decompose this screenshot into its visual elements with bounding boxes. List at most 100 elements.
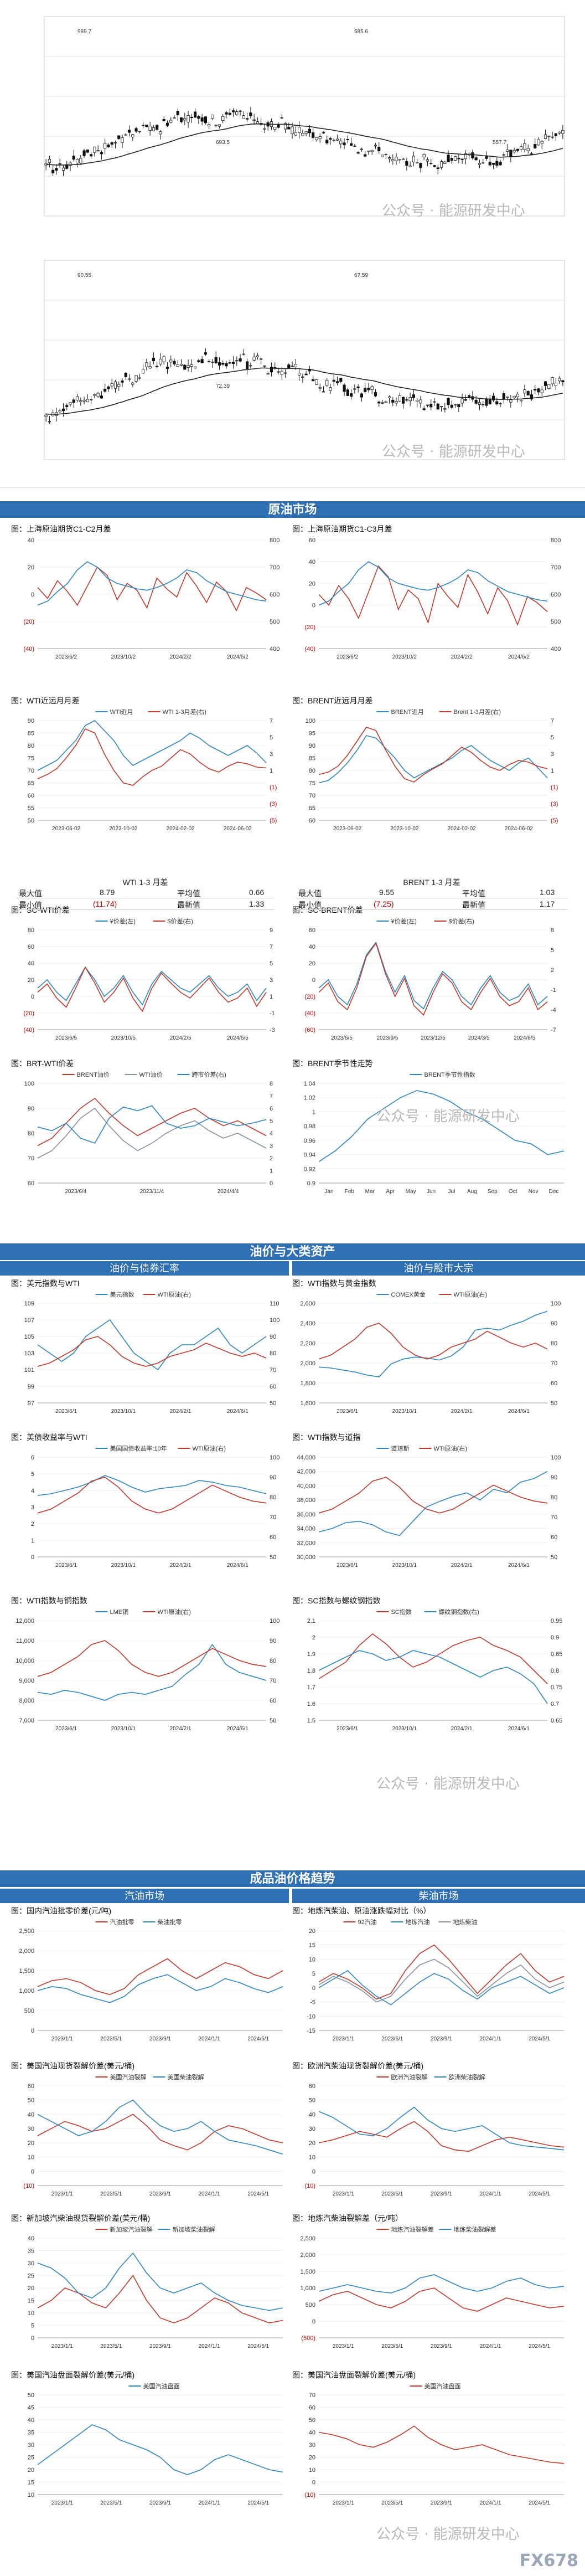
candle-body [488, 399, 491, 405]
y-tick-label: 60 [28, 944, 34, 950]
stat-label: 平均值 [177, 889, 200, 898]
series-line [318, 2274, 565, 2294]
series-line [37, 1958, 283, 1996]
x-tick-label: 2023/6/1 [55, 1562, 77, 1569]
y-right-tick-label: 5 [270, 960, 273, 967]
y-tick-label: -5 [310, 1999, 315, 2006]
section-title-assets: 油价与大类资产 [0, 1243, 585, 1260]
y-tick-label: (10) [304, 2492, 315, 2498]
candle-body [156, 366, 159, 368]
chart-panel-us_gasoline_crack: 图：美国汽油现货裂解价差(美元/桶) 美国汽油裂解 美国柴油裂解 60 50 40 30 20… [11, 2060, 291, 2204]
series-line [37, 561, 267, 606]
candle-body [381, 155, 384, 157]
candle-body [246, 361, 249, 369]
candle-body [197, 360, 200, 362]
candle-body [398, 395, 401, 402]
candle-body [360, 148, 363, 150]
y-tick-label: 1.7 [307, 1684, 315, 1691]
y-tick-label: (20) [23, 619, 34, 625]
candle-body [225, 363, 228, 367]
price-label: 72.39 [216, 383, 230, 389]
chart-title: 图：美国汽油盘面裂解价差(美元/桶) [11, 2371, 135, 2379]
legend-entry: 柴油批零 [158, 1918, 182, 1926]
y-tick-label: 9,000 [19, 1678, 34, 1684]
line-chart-svg: LME铜 WTI原油(右) 12,000 11,000 10,000 9,000 8,000… [15, 1608, 279, 1732]
y-tick-label: 0 [31, 2028, 34, 2034]
y-tick-label: 75 [28, 755, 34, 762]
candle-body [72, 399, 75, 403]
candle-body [138, 131, 141, 132]
candle-body [225, 112, 228, 115]
candle-body [256, 355, 259, 357]
x-tick-label: 2023/1/1 [333, 2500, 354, 2506]
y-tick-label: 60 [309, 817, 315, 824]
candle-body [280, 117, 283, 119]
chart-title: 图：BRENT近远月月差 [292, 696, 373, 705]
y-right-tick-label: 50 [270, 1400, 276, 1407]
table-row: 最小值 (7.25) 最新值 1.17 [296, 898, 567, 910]
y-tick-label: 0 [31, 1554, 34, 1561]
candle-body [287, 127, 291, 130]
y-right-tick-label: 70 [270, 1367, 276, 1374]
candle-body [308, 128, 311, 133]
y-tick-label: 2,200 [300, 1340, 315, 1347]
series-line [37, 728, 267, 786]
candle-body [82, 400, 86, 402]
candle-body [169, 359, 173, 363]
y-tick-label: 1,500 [19, 1968, 34, 1975]
candle-body [547, 384, 551, 389]
candle-body [277, 125, 280, 128]
candle-body [93, 146, 96, 153]
y-tick-label: -10 [307, 2013, 315, 2020]
x-tick-label: 2024-06-02 [224, 826, 252, 832]
y-tick-label: 1 [312, 1109, 315, 1115]
candle-body [387, 396, 391, 398]
y-right-tick-label: (1) [270, 784, 277, 791]
candle-body [124, 372, 127, 377]
candle-body [450, 158, 453, 161]
y-tick-label: (10) [304, 2183, 315, 2189]
y-right-tick-label: 3 [551, 751, 554, 758]
series-line [37, 966, 267, 1012]
stat-value: 1.03 [540, 888, 555, 897]
y-right-tick-label: 60 [551, 1534, 557, 1541]
candle-body [534, 144, 537, 148]
y-right-tick-label: -1 [270, 1010, 275, 1017]
x-tick-label: 2023/6/2 [55, 654, 77, 660]
series-line [318, 1090, 565, 1163]
y-right-tick-label: 0 [270, 1180, 273, 1187]
chart-title: 图：美元指数与WTI [11, 1279, 80, 1288]
legend-entry: 美国汽油裂解 [110, 2073, 147, 2081]
candle-body [457, 158, 460, 160]
series-line [37, 2252, 283, 2311]
y-right-tick-label: 0.85 [551, 1651, 562, 1658]
candle-body [176, 110, 179, 116]
candle-body [165, 122, 169, 126]
y-tick-label: 11,000 [16, 1638, 34, 1644]
y-tick-label: 20 [309, 580, 315, 587]
y-tick-label: 40 [28, 2417, 34, 2424]
y-right-tick-label: 80 [551, 1494, 557, 1501]
y-right-tick-label: 100 [270, 1454, 279, 1461]
candle-body [506, 397, 509, 398]
y-tick-label: 20 [28, 977, 34, 984]
series-line [37, 2275, 283, 2323]
series-line [318, 1650, 548, 1704]
y-tick-label: 15 [28, 2480, 34, 2486]
x-tick-label: 2024/5/1 [529, 2191, 550, 2197]
candle-body [540, 141, 543, 144]
y-tick-label: 0.92 [304, 1166, 315, 1173]
y-right-tick-label: 0.65 [551, 1718, 562, 1724]
y-tick-label: 40 [28, 960, 34, 967]
y-right-tick-label: 60 [270, 1384, 276, 1390]
legend-entry: WTI原油(右) [158, 1608, 191, 1616]
series-line [318, 2121, 565, 2152]
candle-body [235, 111, 239, 115]
y-tick-label: 1.8 [307, 1668, 315, 1674]
y-tick-label: 40 [309, 944, 315, 950]
y-right-tick-label: 3 [270, 1143, 273, 1150]
y-tick-label: 10,000 [15, 1658, 34, 1664]
candle-body [55, 168, 58, 171]
y-right-tick-label: (3) [551, 801, 558, 808]
candle-body [478, 163, 482, 165]
